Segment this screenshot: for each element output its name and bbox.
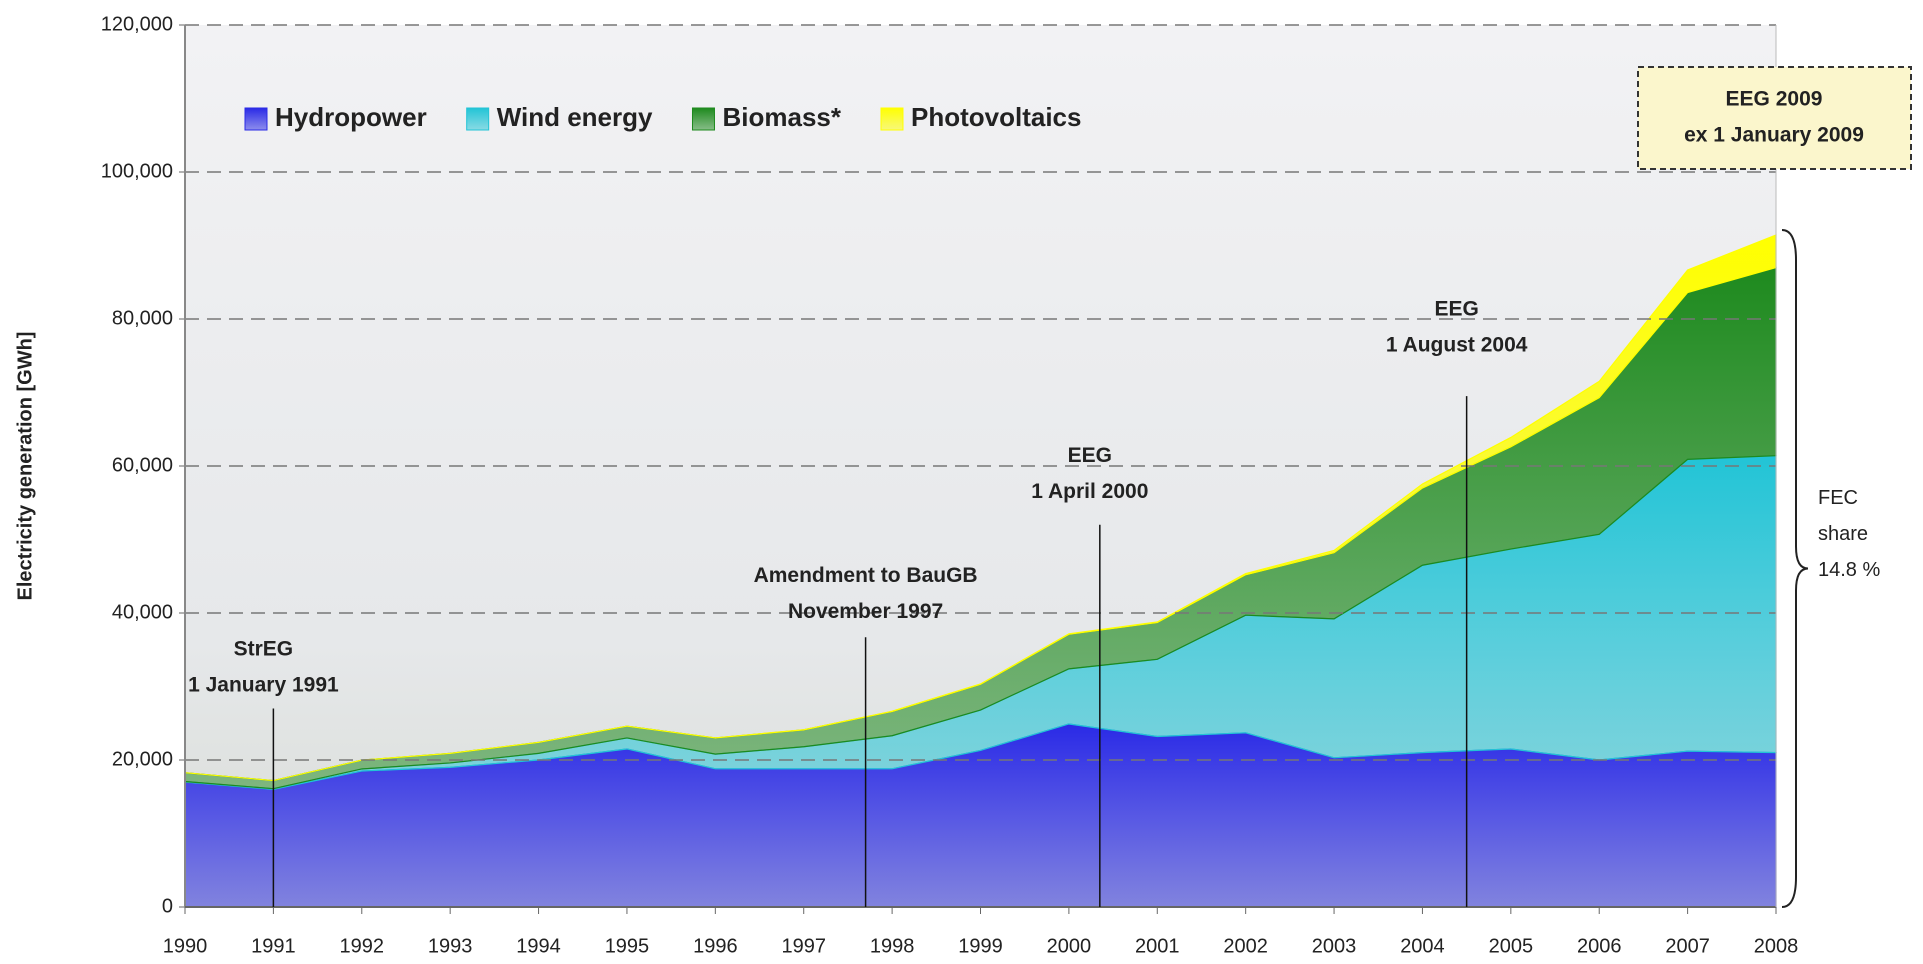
x-tick-label: 1994: [516, 935, 561, 957]
y-tick-label: 100,000: [101, 160, 173, 182]
y-tick-label: 120,000: [101, 13, 173, 35]
note-text: ex 1 January 2009: [1684, 124, 1864, 147]
legend-label: Biomass*: [722, 102, 841, 132]
annotation-text: EEG: [1068, 444, 1112, 467]
y-tick-label: 40,000: [112, 601, 173, 623]
y-tick-label: 80,000: [112, 307, 173, 329]
legend-label: Photovoltaics: [911, 102, 1081, 132]
x-tick-label: 2005: [1489, 935, 1534, 957]
x-tick-label: 1997: [781, 935, 826, 957]
legend-label: Wind energy: [497, 102, 653, 132]
x-tick-label: 2000: [1047, 935, 1092, 957]
side-note: share: [1818, 523, 1868, 545]
annotation-text: 1 August 2004: [1386, 334, 1528, 357]
x-tick-label: 1993: [428, 935, 473, 957]
x-tick-label: 1999: [958, 935, 1003, 957]
legend-label: Hydropower: [275, 102, 427, 132]
x-tick-label: 1995: [605, 935, 650, 957]
x-tick-label: 1992: [340, 935, 385, 957]
legend-swatch: [880, 107, 904, 131]
annotation-text: 1 January 1991: [188, 673, 339, 696]
x-tick-label: 2006: [1577, 935, 1622, 957]
y-tick-label: 0: [162, 895, 173, 917]
annotation-text: StrEG: [234, 637, 294, 660]
legend-swatch: [691, 107, 715, 131]
x-tick-label: 2001: [1135, 935, 1180, 957]
note-box: [1637, 66, 1912, 170]
annotation-text: Amendment to BauGB: [754, 564, 978, 587]
x-tick-label: 1998: [870, 935, 915, 957]
y-tick-label: 20,000: [112, 748, 173, 770]
x-tick-label: 1996: [693, 935, 738, 957]
x-tick-label: 2004: [1400, 935, 1445, 957]
legend-swatch: [244, 107, 268, 131]
x-tick-label: 2003: [1312, 935, 1357, 957]
legend-swatch: [466, 107, 490, 131]
side-note: FEC: [1818, 487, 1858, 509]
x-tick-label: 2007: [1665, 935, 1710, 957]
x-tick-label: 1991: [251, 935, 296, 957]
x-tick-label: 2002: [1223, 935, 1268, 957]
y-tick-label: 60,000: [112, 454, 173, 476]
annotation-text: November 1997: [788, 600, 943, 623]
side-note: 14.8 %: [1818, 559, 1880, 581]
note-text: EEG 2009: [1726, 88, 1823, 111]
y-axis-label: Electricity generation [GWh]: [14, 332, 36, 601]
annotation-text: 1 April 2000: [1031, 480, 1148, 503]
x-tick-label: 2008: [1754, 935, 1799, 957]
brace: [1781, 229, 1809, 908]
x-tick-label: 1990: [163, 935, 208, 957]
annotation-text: EEG: [1434, 298, 1478, 321]
